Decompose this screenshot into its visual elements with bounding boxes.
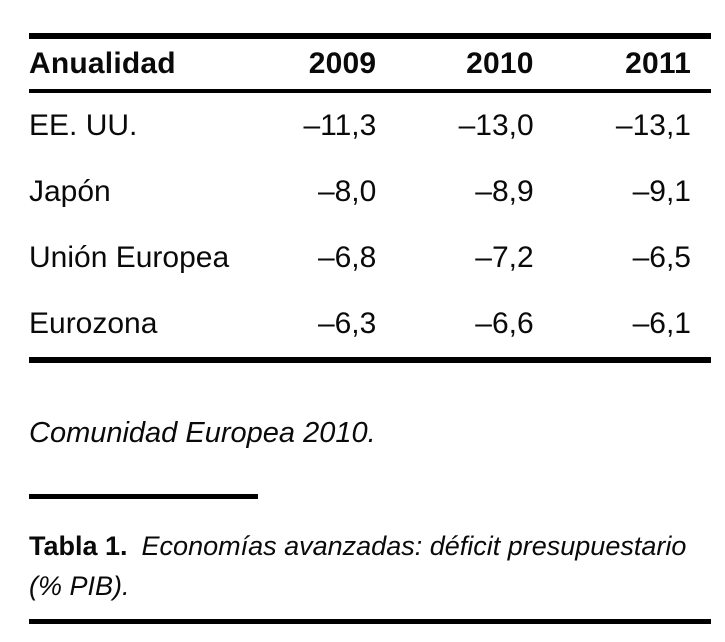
cell-value-2011: –9,1 [632, 175, 691, 208]
cell-value-2009: –6,3 [317, 307, 377, 340]
column-header-2011: 2011 [625, 47, 691, 80]
cell-value-2010: –7,2 [475, 241, 534, 274]
table-row-japon: Japón –8,0 –8,9 –9,1 [29, 159, 711, 225]
table-caption: Tabla 1. Economías avanzadas: déficit pre… [29, 526, 711, 606]
row-label: Japón [29, 175, 111, 208]
row-label: Eurozona [29, 307, 158, 340]
cell-value-2009: –6,8 [317, 241, 377, 274]
row-label: EE. UU. [29, 109, 138, 142]
table-bottom-rule [29, 357, 711, 363]
cell-value-2009: –8,0 [317, 175, 377, 208]
table-row-eeuu: EE. UU. –11,3 –13,0 –13,1 [29, 93, 711, 159]
cell-value-2010: –13,0 [458, 109, 534, 142]
caption-separator-rule [29, 494, 258, 499]
cell-value-2009: –11,3 [303, 109, 377, 142]
page-bottom-rule [29, 619, 711, 624]
column-header-anualidad: Anualidad [29, 47, 176, 80]
row-label: Unión Europea [29, 241, 230, 274]
table-header-row: Anualidad 2009 2010 2011 [29, 39, 711, 89]
table-row-eurozona: Eurozona –6,3 –6,6 –6,1 [29, 291, 711, 357]
cell-value-2011: –6,1 [632, 307, 691, 340]
cell-value-2011: –13,1 [615, 109, 691, 142]
table-figure: Anualidad 2009 2010 2011 EE. UU. –11,3 –… [29, 33, 711, 624]
column-header-2009: 2009 [308, 47, 377, 80]
cell-value-2010: –6,6 [475, 307, 534, 340]
source-note: Comunidad Europea 2010. [29, 417, 376, 449]
caption-text: Economías avanzadas: déficit presupuesta… [29, 531, 687, 601]
cell-value-2010: –8,9 [475, 175, 534, 208]
table-top-rule [29, 33, 711, 39]
caption-label: Tabla 1. [29, 531, 128, 561]
cell-value-2011: –6,5 [632, 241, 691, 274]
table-row-union-europea: Unión Europea –6,8 –7,2 –6,5 [29, 225, 711, 291]
header-separator-rule [29, 89, 711, 93]
column-header-2010: 2010 [466, 47, 534, 80]
